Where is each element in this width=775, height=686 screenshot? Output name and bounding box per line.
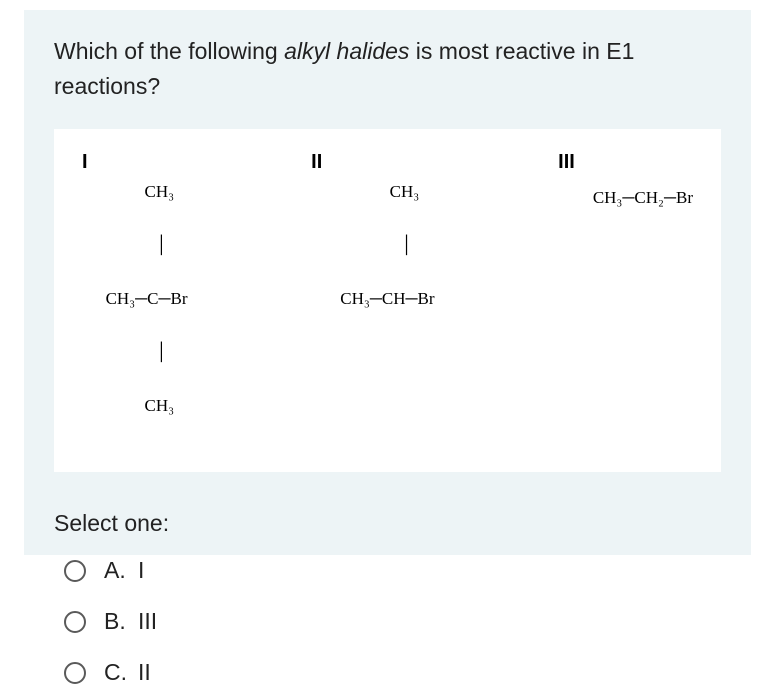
question-italic: alkyl halides <box>284 38 409 64</box>
option-a[interactable]: A.I <box>54 557 721 584</box>
radio-c[interactable] <box>64 662 86 684</box>
option-c-text: C.II <box>104 659 151 686</box>
structure-1: I CH₃ │ CH₃─C─Br │ CH₃ <box>82 147 188 450</box>
question-part1: Which of the following <box>54 38 284 64</box>
option-a-text: A.I <box>104 557 144 584</box>
structure-3-label: III <box>558 147 575 174</box>
structure-2-label: II <box>311 147 322 174</box>
question-text: Which of the following alkyl halides is … <box>54 34 721 103</box>
structure-1-label: I <box>82 147 88 174</box>
option-c[interactable]: C.II <box>54 659 721 686</box>
structure-2-formula: CH₃ │ CH₃─CH─Br <box>340 147 434 343</box>
structure-2: II CH₃ │ CH₃─CH─Br <box>311 147 434 343</box>
radio-a[interactable] <box>64 560 86 582</box>
structure-3-formula: CH₃─CH₂─Br <box>593 147 693 242</box>
structure-3: III CH₃─CH₂─Br <box>558 147 693 242</box>
option-b-text: B.III <box>104 608 157 635</box>
radio-b[interactable] <box>64 611 86 633</box>
option-b[interactable]: B.III <box>54 608 721 635</box>
structure-1-formula: CH₃ │ CH₃─C─Br │ CH₃ <box>106 147 188 450</box>
structures-panel: I CH₃ │ CH₃─C─Br │ CH₃ II CH₃ │ CH₃─CH─B… <box>54 129 721 472</box>
question-card: Which of the following alkyl halides is … <box>24 10 751 555</box>
select-one-label: Select one: <box>54 510 721 537</box>
